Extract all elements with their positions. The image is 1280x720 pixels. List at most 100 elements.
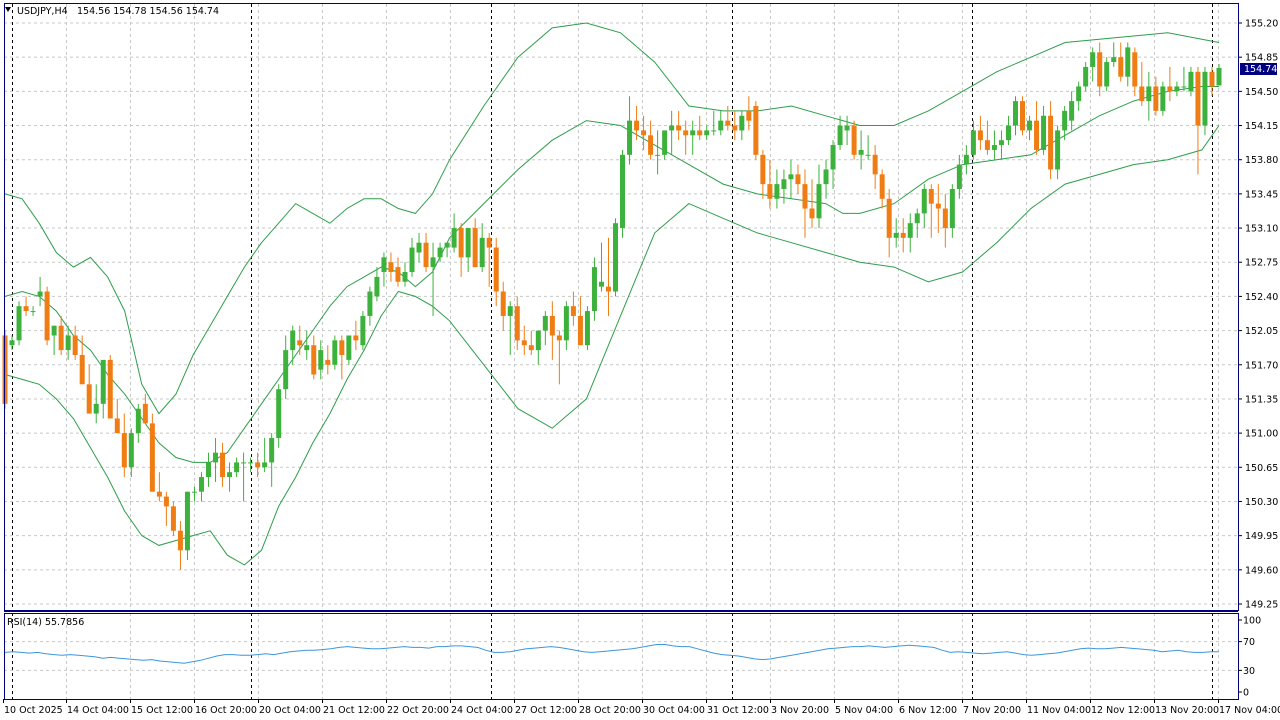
bearish-candle[interactable]: [1209, 71, 1215, 87]
bullish-candle[interactable]: [1027, 120, 1033, 131]
bullish-candle[interactable]: [374, 276, 380, 297]
bullish-candle[interactable]: [93, 403, 99, 414]
bullish-candle[interactable]: [584, 311, 590, 346]
bearish-candle[interactable]: [107, 359, 113, 419]
bullish-candle[interactable]: [234, 462, 240, 473]
bullish-candle[interactable]: [1181, 86, 1187, 88]
bullish-candle[interactable]: [360, 315, 366, 346]
bullish-candle[interactable]: [100, 359, 106, 404]
bullish-candle[interactable]: [739, 115, 745, 131]
bullish-candle[interactable]: [269, 438, 275, 463]
bullish-candle[interactable]: [437, 247, 443, 258]
bearish-candle[interactable]: [58, 325, 64, 351]
bearish-candle[interactable]: [493, 247, 499, 292]
bullish-candle[interactable]: [921, 189, 927, 214]
bearish-candle[interactable]: [72, 335, 78, 355]
bullish-candle[interactable]: [1069, 101, 1075, 121]
bullish-candle[interactable]: [346, 335, 352, 360]
bearish-candle[interactable]: [753, 106, 759, 155]
bearish-candle[interactable]: [1139, 86, 1145, 102]
bearish-candle[interactable]: [1132, 52, 1138, 87]
bearish-candle[interactable]: [23, 306, 29, 312]
bullish-candle[interactable]: [37, 291, 43, 297]
bullish-candle[interactable]: [128, 433, 134, 468]
bullish-candle[interactable]: [430, 257, 436, 268]
bearish-candle[interactable]: [149, 423, 155, 492]
bearish-candle[interactable]: [156, 491, 162, 497]
bullish-candle[interactable]: [1005, 125, 1011, 141]
bullish-candle[interactable]: [51, 325, 57, 336]
bearish-candle[interactable]: [44, 291, 50, 341]
bullish-candle[interactable]: [213, 452, 219, 463]
bullish-candle[interactable]: [844, 125, 850, 131]
bullish-candle[interactable]: [907, 223, 913, 238]
bearish-candle[interactable]: [1020, 101, 1026, 131]
bearish-candle[interactable]: [809, 208, 815, 219]
bullish-candle[interactable]: [1076, 86, 1082, 102]
bullish-candle[interactable]: [444, 242, 450, 248]
bullish-candle[interactable]: [479, 237, 485, 268]
bullish-candle[interactable]: [655, 154, 661, 156]
bearish-candle[interactable]: [114, 418, 120, 434]
bullish-candle[interactable]: [963, 154, 969, 165]
bearish-candle[interactable]: [1153, 86, 1159, 111]
bullish-candle[interactable]: [1125, 47, 1131, 77]
bearish-candle[interactable]: [1195, 71, 1201, 126]
bullish-candle[interactable]: [816, 184, 822, 219]
bullish-candle[interactable]: [451, 228, 457, 248]
bearish-candle[interactable]: [556, 335, 562, 341]
bullish-candle[interactable]: [1012, 101, 1018, 126]
bearish-candle[interactable]: [802, 184, 808, 209]
bearish-candle[interactable]: [1167, 86, 1173, 92]
bullish-candle[interactable]: [1041, 115, 1047, 150]
bullish-candle[interactable]: [893, 232, 899, 238]
bearish-candle[interactable]: [683, 130, 689, 136]
bearish-candle[interactable]: [521, 340, 527, 346]
bearish-candle[interactable]: [795, 174, 801, 185]
bullish-candle[interactable]: [1174, 86, 1180, 92]
bearish-candle[interactable]: [1097, 52, 1103, 87]
bearish-candle[interactable]: [79, 355, 85, 385]
bullish-candle[interactable]: [956, 164, 962, 189]
bearish-candle[interactable]: [514, 306, 520, 341]
bullish-candle[interactable]: [30, 311, 36, 313]
bearish-candle[interactable]: [472, 228, 478, 268]
bearish-candle[interactable]: [142, 403, 148, 424]
bullish-candle[interactable]: [507, 306, 513, 316]
bearish-candle[interactable]: [339, 340, 345, 355]
bearish-candle[interactable]: [851, 125, 857, 155]
bullish-candle[interactable]: [535, 330, 541, 351]
bearish-candle[interactable]: [549, 315, 555, 336]
bearish-candle[interactable]: [977, 130, 983, 141]
bullish-candle[interactable]: [367, 291, 373, 316]
bullish-candle[interactable]: [318, 350, 324, 370]
bullish-candle[interactable]: [1188, 71, 1194, 92]
bullish-candle[interactable]: [788, 174, 794, 180]
bullish-candle[interactable]: [563, 306, 569, 341]
bearish-candle[interactable]: [605, 286, 611, 292]
bearish-candle[interactable]: [220, 452, 226, 478]
bullish-candle[interactable]: [290, 330, 296, 351]
bearish-candle[interactable]: [297, 340, 303, 346]
bearish-candle[interactable]: [760, 154, 766, 185]
bullish-candle[interactable]: [662, 130, 668, 155]
bearish-candle[interactable]: [388, 262, 394, 272]
bullish-candle[interactable]: [65, 335, 71, 351]
bearish-candle[interactable]: [395, 267, 401, 282]
bullish-candle[interactable]: [823, 169, 829, 185]
bullish-candle[interactable]: [774, 184, 780, 199]
bearish-candle[interactable]: [163, 496, 169, 507]
bullish-candle[interactable]: [206, 462, 212, 478]
bullish-candle[interactable]: [998, 140, 1004, 146]
bullish-candle[interactable]: [837, 125, 843, 146]
bearish-candle[interactable]: [86, 384, 92, 414]
bullish-candle[interactable]: [781, 179, 787, 189]
bullish-candle[interactable]: [198, 477, 204, 492]
bullish-candle[interactable]: [690, 130, 696, 136]
bearish-candle[interactable]: [486, 237, 492, 248]
bearish-candle[interactable]: [177, 530, 183, 551]
bullish-candle[interactable]: [1062, 110, 1068, 131]
bullish-candle[interactable]: [711, 130, 717, 132]
bearish-candle[interactable]: [500, 291, 506, 316]
